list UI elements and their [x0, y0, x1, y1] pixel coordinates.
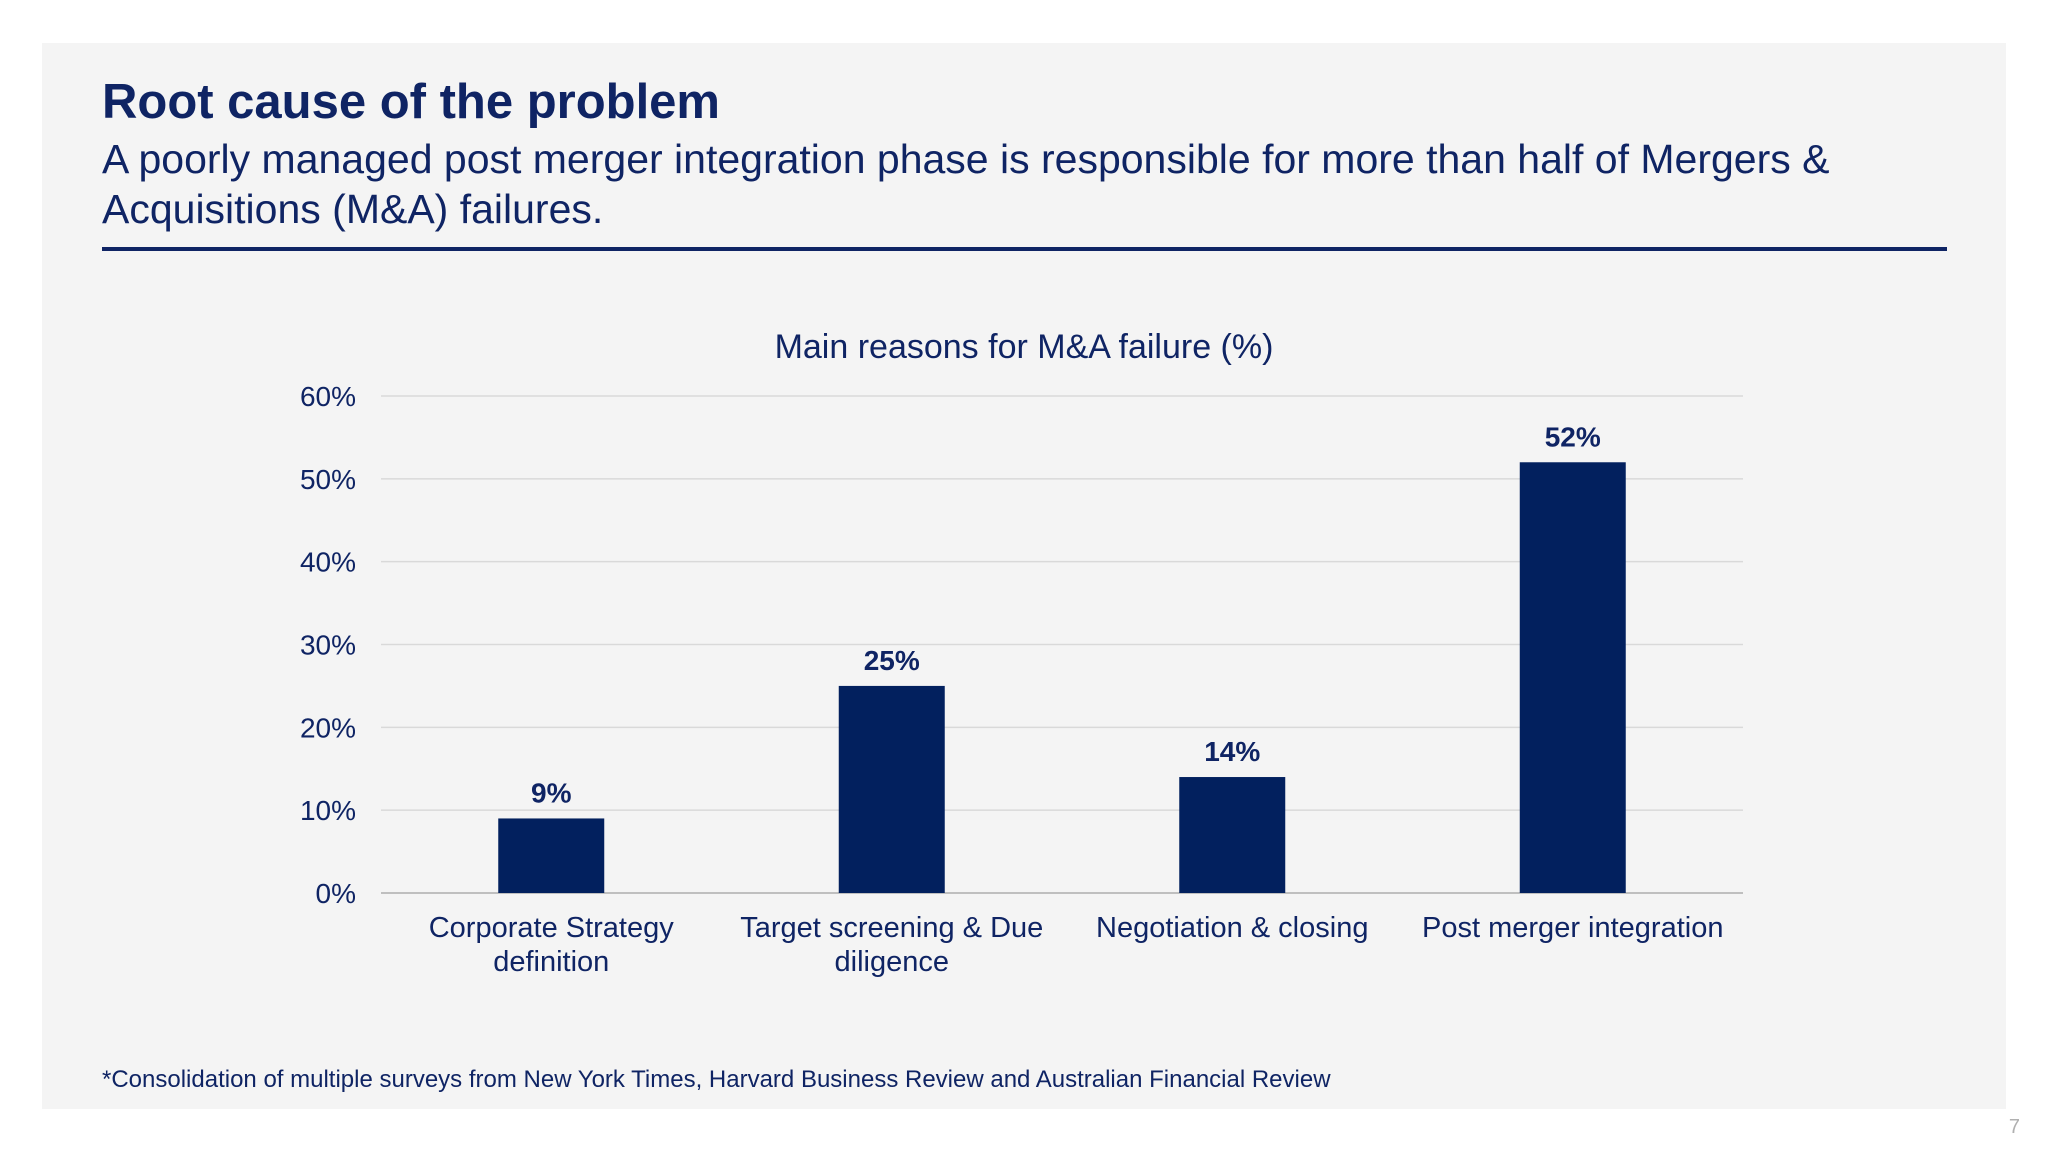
data-label: 14% — [1204, 736, 1260, 767]
x-tick-label-line: Corporate Strategy — [429, 912, 675, 944]
bar — [498, 818, 605, 893]
slide-title: Root cause of the problem — [102, 75, 721, 129]
data-label: 52% — [1545, 421, 1601, 452]
x-axis-ticks: Corporate Strategy definition Target scree… — [429, 912, 1724, 978]
x-tick-label-line: Negotiation & closing — [1096, 912, 1368, 944]
x-tick-label: Corporate Strategy definition — [429, 912, 675, 978]
y-axis-ticks: 0% 10% 20% 30% 40% 50% 60% — [300, 381, 356, 909]
y-tick-label: 50% — [300, 464, 356, 495]
y-tick-label: 0% — [316, 878, 356, 909]
bar — [1179, 777, 1286, 893]
x-tick-label-line: definition — [493, 946, 609, 978]
x-tick-label: Target screening & Due diligence — [740, 912, 1043, 978]
data-label: 25% — [864, 645, 920, 676]
page-number: 7 — [2008, 1116, 2020, 1138]
y-tick-label: 30% — [300, 630, 356, 661]
y-tick-label: 20% — [300, 712, 356, 743]
chart-title: Main reasons for M&A failure (%) — [775, 328, 1274, 366]
x-tick-label-line: Target screening & Due — [740, 912, 1043, 944]
slide-subtitle: A poorly managed post merger integration… — [102, 136, 1830, 232]
bars — [498, 462, 1626, 893]
x-tick-label: Negotiation & closing — [1096, 912, 1368, 944]
data-label: 9% — [531, 777, 572, 808]
title-divider — [102, 247, 1947, 251]
y-tick-label: 60% — [300, 381, 356, 412]
slide-panel — [42, 43, 2006, 1109]
gridlines — [381, 395, 1743, 894]
data-labels: 9% 25% 14% 52% — [531, 421, 1601, 808]
bar — [1519, 462, 1626, 893]
y-tick-label: 10% — [300, 795, 356, 826]
x-tick-label-line: diligence — [835, 946, 949, 978]
bar — [838, 685, 945, 893]
footnote: *Consolidation of multiple surveys from … — [102, 1066, 1331, 1093]
y-tick-label: 40% — [300, 547, 356, 578]
x-tick-label: Post merger integration — [1422, 912, 1723, 944]
x-tick-label-line: Post merger integration — [1422, 912, 1723, 944]
